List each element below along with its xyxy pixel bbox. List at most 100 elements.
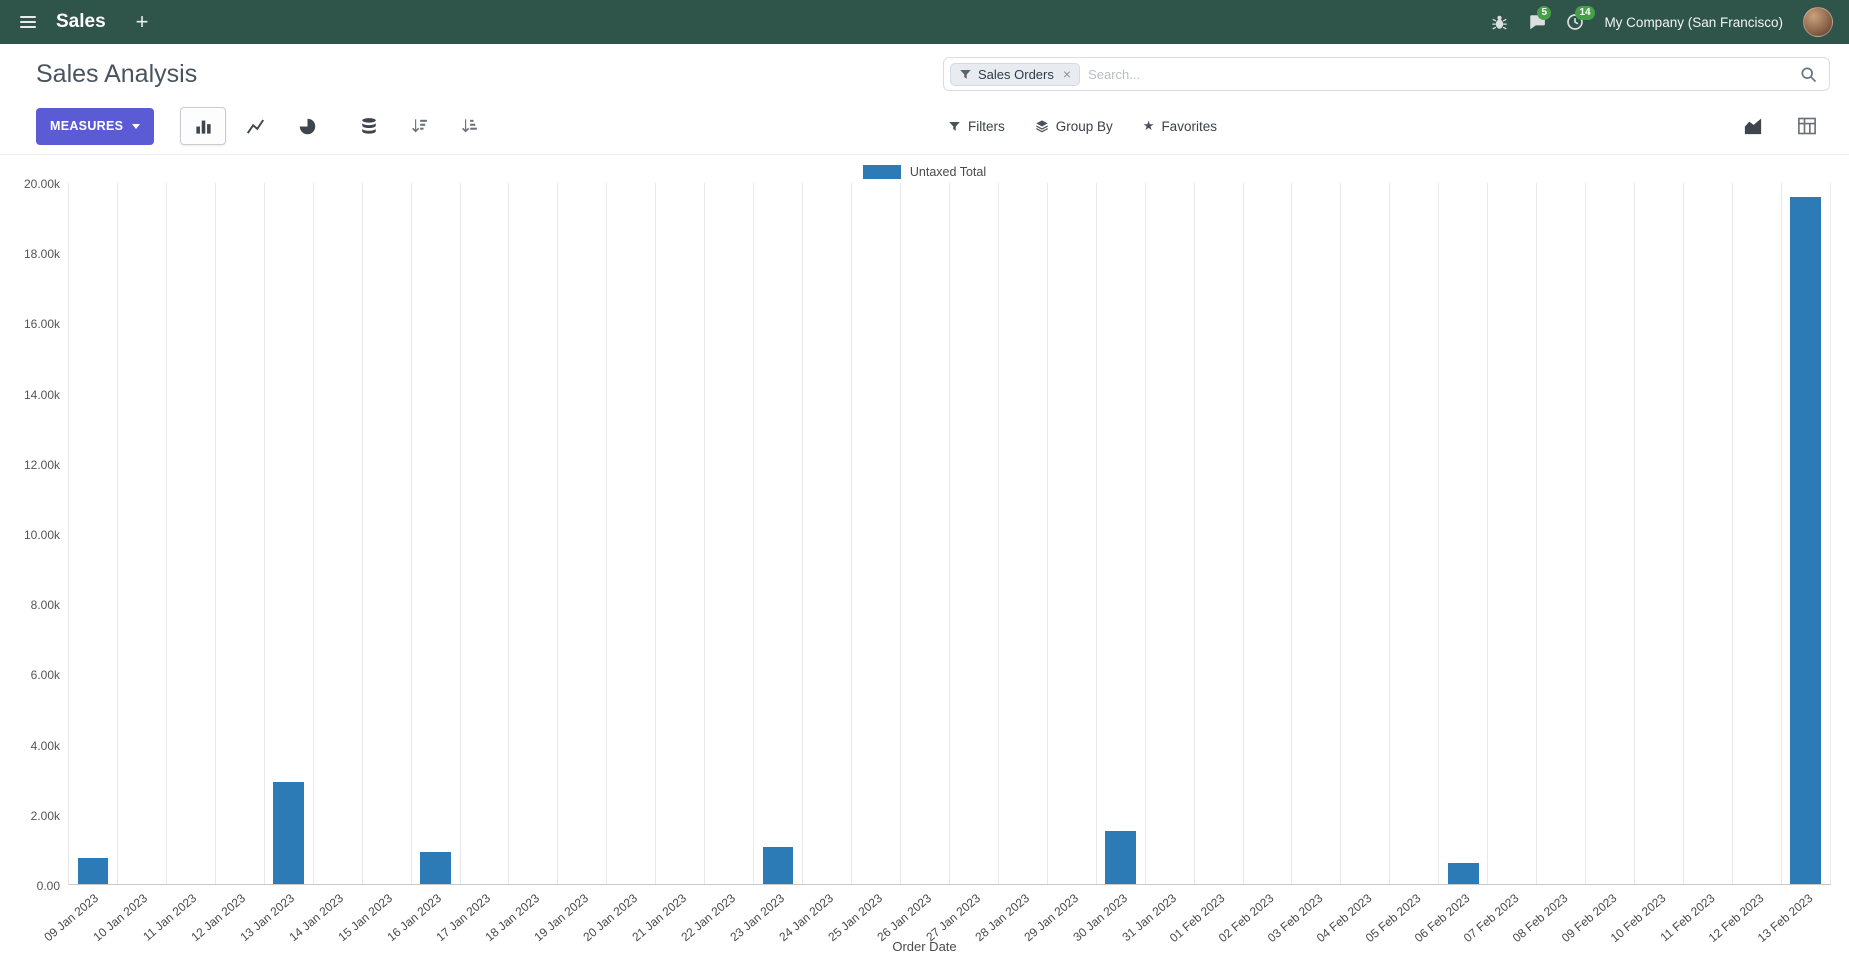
- y-axis-tick-label: 4.00k: [30, 738, 60, 753]
- grid-column: [1635, 183, 1684, 884]
- grid-column: [461, 183, 510, 884]
- grid-column: [1195, 183, 1244, 884]
- search-options: Filters Group By ★ Favorites: [948, 118, 1217, 134]
- y-axis-tick-label: 18.00k: [23, 247, 60, 262]
- grid-column: [118, 183, 167, 884]
- grid-column: [1146, 183, 1195, 884]
- legend-label: Untaxed Total: [909, 165, 987, 179]
- grid-column: [265, 183, 314, 884]
- pie-chart-button[interactable]: [284, 107, 330, 145]
- filters-label: Filters: [968, 118, 1005, 134]
- search-bar[interactable]: Sales Orders ×: [943, 57, 1830, 91]
- grid-column: [363, 183, 412, 884]
- grid-column: [1439, 183, 1489, 884]
- grid-column: [1097, 183, 1146, 884]
- sort-descending-button[interactable]: [396, 107, 442, 145]
- grid-column: [1684, 183, 1733, 884]
- chart-bar[interactable]: [1790, 197, 1822, 884]
- favorites-button[interactable]: ★ Favorites: [1143, 118, 1217, 134]
- chevron-down-icon: [132, 123, 141, 129]
- app-name[interactable]: Sales: [56, 11, 106, 32]
- y-axis-tick-label: 6.00k: [30, 668, 60, 683]
- messages-badge: 5: [1537, 6, 1551, 20]
- grid-column: [509, 183, 559, 884]
- grid-column: [754, 183, 804, 884]
- grid-column: [1048, 183, 1097, 884]
- grid-column: [216, 183, 265, 884]
- grid-column: [167, 183, 216, 884]
- chart-bar[interactable]: [1447, 862, 1479, 884]
- y-axis-tick-label: 10.00k: [23, 528, 60, 542]
- filter-funnel-icon: [959, 68, 972, 81]
- debug-bug-icon[interactable]: [1491, 14, 1508, 31]
- page-title: Sales Analysis: [36, 59, 198, 88]
- search-input[interactable]: [1088, 66, 1792, 82]
- search-icon[interactable]: [1800, 66, 1817, 83]
- sort-ascending-button[interactable]: [446, 107, 492, 145]
- pivot-view-button[interactable]: [1784, 107, 1830, 145]
- grid-column: [803, 183, 852, 884]
- grid-column: [852, 183, 901, 884]
- star-icon: ★: [1142, 118, 1155, 133]
- y-axis-tick-label: 8.00k: [30, 598, 60, 613]
- group-by-button[interactable]: Group By: [1035, 119, 1113, 134]
- search-facet-sales-orders[interactable]: Sales Orders ×: [950, 62, 1081, 86]
- x-axis-tick-label: 10 Jan 2023: [90, 891, 151, 945]
- y-axis-tick-label: 14.00k: [23, 387, 60, 402]
- grid-column: [1244, 183, 1293, 884]
- graph-view-button[interactable]: [1730, 107, 1776, 145]
- user-avatar[interactable]: [1803, 7, 1833, 37]
- grid-column: [901, 183, 950, 884]
- activities-clock-icon[interactable]: 14: [1566, 6, 1595, 31]
- grid-column: [1782, 183, 1831, 884]
- chart-legend[interactable]: Untaxed Total: [14, 161, 1835, 183]
- control-panel: Sales Analysis Sales Orders × MEASURES: [0, 44, 1849, 155]
- grid-column: [705, 183, 755, 884]
- chart-area: Untaxed Total 0.00 2.00k 4.00k 6.00k 8.00k 10…: [0, 155, 1849, 954]
- x-axis-title: Order Date: [892, 939, 957, 954]
- facet-label: Sales Orders: [978, 66, 1054, 82]
- filters-funnel-icon: [948, 120, 961, 133]
- grid-column: [1341, 183, 1391, 884]
- y-axis-tick-label: 12.00k: [23, 457, 60, 472]
- facet-remove-icon[interactable]: ×: [1062, 66, 1072, 82]
- line-chart-button[interactable]: [232, 107, 278, 145]
- grid-column: [314, 183, 363, 884]
- messages-icon[interactable]: 5: [1528, 6, 1551, 31]
- y-axis-tick-label: 0.00: [36, 879, 60, 893]
- grid-column: [999, 183, 1048, 884]
- grid-column: [950, 183, 999, 884]
- plot-region: 0.00 2.00k 4.00k 6.00k 8.00k 10.00k 12.00k 14.0…: [24, 177, 1831, 945]
- top-navbar: Sales + 5 14 My Company (San Francisco): [0, 0, 1849, 44]
- favorites-label: Favorites: [1161, 118, 1217, 134]
- chart-bar[interactable]: [77, 857, 109, 884]
- new-record-button[interactable]: +: [135, 9, 149, 34]
- legend-color-swatch: [862, 165, 901, 179]
- bar-chart-button[interactable]: [180, 107, 227, 145]
- chart-options: [346, 107, 492, 145]
- grid-column: [1586, 183, 1635, 884]
- filters-button[interactable]: Filters: [948, 119, 1005, 134]
- chart-bar[interactable]: [1105, 831, 1136, 884]
- grid-column: [558, 183, 608, 884]
- bar-chart: [68, 183, 1831, 885]
- stacked-toggle-button[interactable]: [346, 107, 392, 145]
- chart-bar[interactable]: [762, 847, 794, 884]
- y-axis-tick-label: 16.00k: [23, 317, 60, 332]
- measures-label: MEASURES: [50, 119, 124, 133]
- y-axis-tick-label: 20.00k: [23, 177, 60, 191]
- chart-type-switcher: [180, 107, 330, 145]
- chart-bar[interactable]: [420, 852, 451, 884]
- x-axis: 09 Jan 2023 10 Jan 2023 11 Jan 2023 12 Jan …: [42, 885, 1831, 945]
- grid-column: [656, 183, 706, 884]
- apps-menu-icon[interactable]: [16, 12, 40, 32]
- measures-button[interactable]: MEASURES: [36, 107, 155, 145]
- company-switcher[interactable]: My Company (San Francisco): [1604, 14, 1783, 30]
- grid-column: [1390, 183, 1440, 884]
- grid-column: [1733, 183, 1782, 884]
- grid-column: [1488, 183, 1538, 884]
- y-axis-tick-label: 2.00k: [30, 808, 60, 823]
- view-switcher: [1730, 107, 1830, 145]
- chart-bar[interactable]: [273, 782, 305, 884]
- activities-badge: 14: [1575, 6, 1595, 20]
